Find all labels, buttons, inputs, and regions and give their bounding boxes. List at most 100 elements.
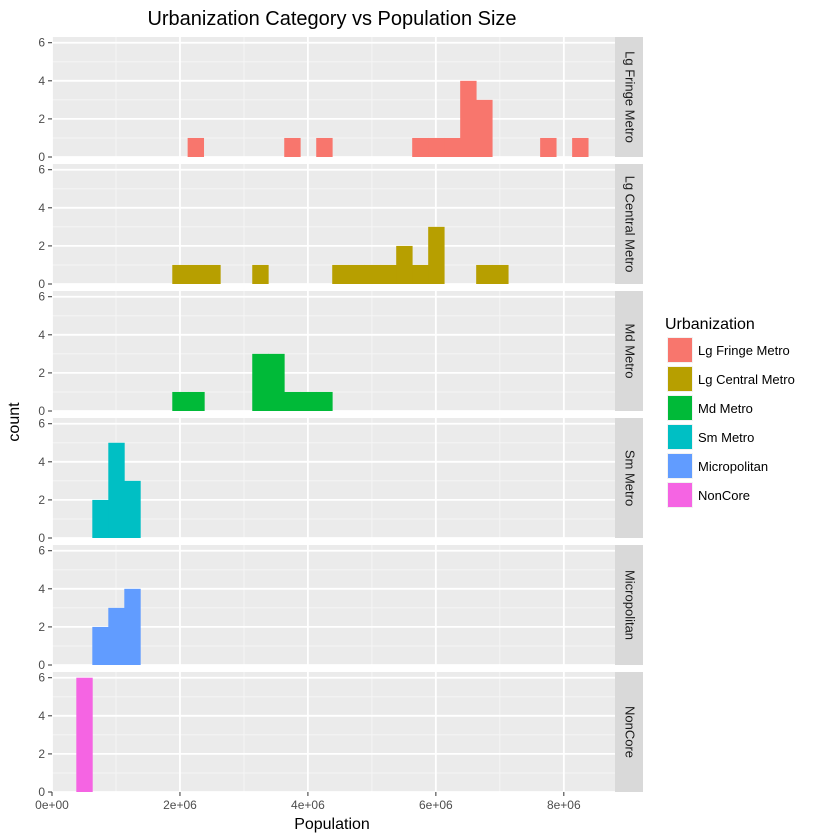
y-tick-label: 4 (38, 201, 45, 215)
histogram-bar (92, 626, 109, 665)
y-tick-label: 2 (38, 239, 45, 253)
panel-background (52, 164, 615, 284)
y-tick-label: 6 (38, 290, 45, 304)
histogram-bar (172, 264, 189, 284)
y-tick-label: 2 (38, 112, 45, 126)
y-tick-label: 0 (38, 404, 45, 418)
y-tick-label: 2 (38, 366, 45, 380)
y-tick-label: 4 (38, 328, 45, 342)
legend-swatch (668, 483, 692, 507)
y-tick-label: 2 (38, 493, 45, 507)
histogram-bar (460, 80, 477, 157)
facet-strip (615, 37, 643, 157)
facet-strip (615, 672, 643, 792)
chart-title: Urbanization Category vs Population Size (147, 8, 516, 30)
legend-label: NonCore (698, 488, 750, 503)
histogram-bar (108, 442, 125, 538)
legend-swatch (668, 338, 692, 362)
histogram-bar (204, 264, 221, 284)
x-tick-label: 8e+06 (547, 798, 581, 812)
facet-panel: 0 2 4 6 Md Metro (38, 290, 643, 418)
facet-strip (615, 418, 643, 538)
x-tick-label: 4e+06 (291, 798, 325, 812)
histogram-bar (348, 264, 365, 284)
legend-swatch (668, 367, 692, 391)
legend-swatch (668, 454, 692, 478)
y-tick-label: 4 (38, 455, 45, 469)
histogram-bar (284, 137, 301, 157)
histogram-bar (428, 226, 445, 284)
histogram-bar (396, 245, 413, 284)
facet-strip-label: Micropolitan (623, 570, 638, 640)
y-tick-label: 4 (38, 582, 45, 596)
facet-panel: 0 2 4 6 Lg Central Metro (38, 163, 643, 291)
histogram-bar (187, 137, 205, 157)
histogram-bar (124, 588, 141, 665)
histogram-bar (124, 480, 141, 538)
histogram-bar (284, 391, 301, 411)
facet-strip (615, 545, 643, 665)
histogram-bar (332, 264, 349, 284)
facet-panel: 0 2 4 6 Sm Metro (38, 417, 643, 545)
histogram-bar (172, 391, 189, 411)
facet-strip-label: NonCore (623, 706, 638, 758)
histogram-bar (300, 391, 317, 411)
y-tick-label: 2 (38, 620, 45, 634)
panel-background (52, 291, 615, 411)
histogram-bar (476, 264, 493, 284)
legend-items: Lg Fringe Metro Lg Central Metro Md Metro S… (667, 337, 795, 508)
histogram-bar (188, 264, 205, 284)
y-tick-label: 6 (38, 417, 45, 431)
histogram-bar (252, 264, 269, 284)
y-tick-label: 0 (38, 658, 45, 672)
histogram-bar (412, 264, 429, 284)
panel-background (52, 545, 615, 665)
legend-swatch (668, 425, 692, 449)
histogram-bar (572, 137, 589, 157)
histogram-bar (108, 607, 125, 665)
y-axis-title: count (6, 402, 23, 442)
y-tick-label: 0 (38, 531, 45, 545)
histogram-bar (540, 137, 557, 157)
histogram-bar (380, 264, 397, 284)
legend-swatch (668, 396, 692, 420)
legend-title: Urbanization (665, 316, 755, 333)
x-tick-label: 2e+06 (163, 798, 197, 812)
panel-background (52, 672, 615, 792)
y-tick-label: 6 (38, 163, 45, 177)
histogram-bar (364, 264, 381, 284)
facet-strip (615, 164, 643, 284)
histogram-bar (316, 137, 333, 157)
y-tick-label: 4 (38, 709, 45, 723)
y-tick-label: 0 (38, 277, 45, 291)
histogram-bar (268, 353, 285, 411)
legend-label: Md Metro (698, 401, 753, 416)
histogram-bar (188, 391, 205, 411)
x-axis-title: Population (294, 816, 370, 833)
histogram-bar (316, 391, 333, 411)
panel-background (52, 418, 615, 538)
y-tick-label: 6 (38, 671, 45, 685)
facet-strip-label: Md Metro (623, 324, 638, 379)
legend: Urbanization Lg Fringe Metro Lg Central M… (665, 316, 795, 508)
histogram-bar (444, 137, 461, 157)
histogram-bar (476, 99, 493, 157)
legend-label: Micropolitan (698, 459, 768, 474)
facet-strip-label: Lg Central Metro (623, 176, 638, 273)
histogram-bar (428, 137, 445, 157)
histogram-bar (252, 353, 269, 411)
facet-panel: 0 2 4 6 NonCore (38, 671, 643, 799)
histogram-bar (76, 677, 93, 792)
x-tick-label: 0e+00 (35, 798, 69, 812)
y-tick-label: 0 (38, 785, 45, 799)
y-tick-label: 0 (38, 150, 45, 164)
y-tick-label: 6 (38, 36, 45, 50)
histogram-bar (412, 137, 429, 157)
facet-strip-label: Lg Fringe Metro (623, 51, 638, 143)
legend-label: Lg Fringe Metro (698, 343, 790, 358)
y-tick-label: 2 (38, 747, 45, 761)
y-tick-label: 4 (38, 74, 45, 88)
y-tick-label: 6 (38, 544, 45, 558)
